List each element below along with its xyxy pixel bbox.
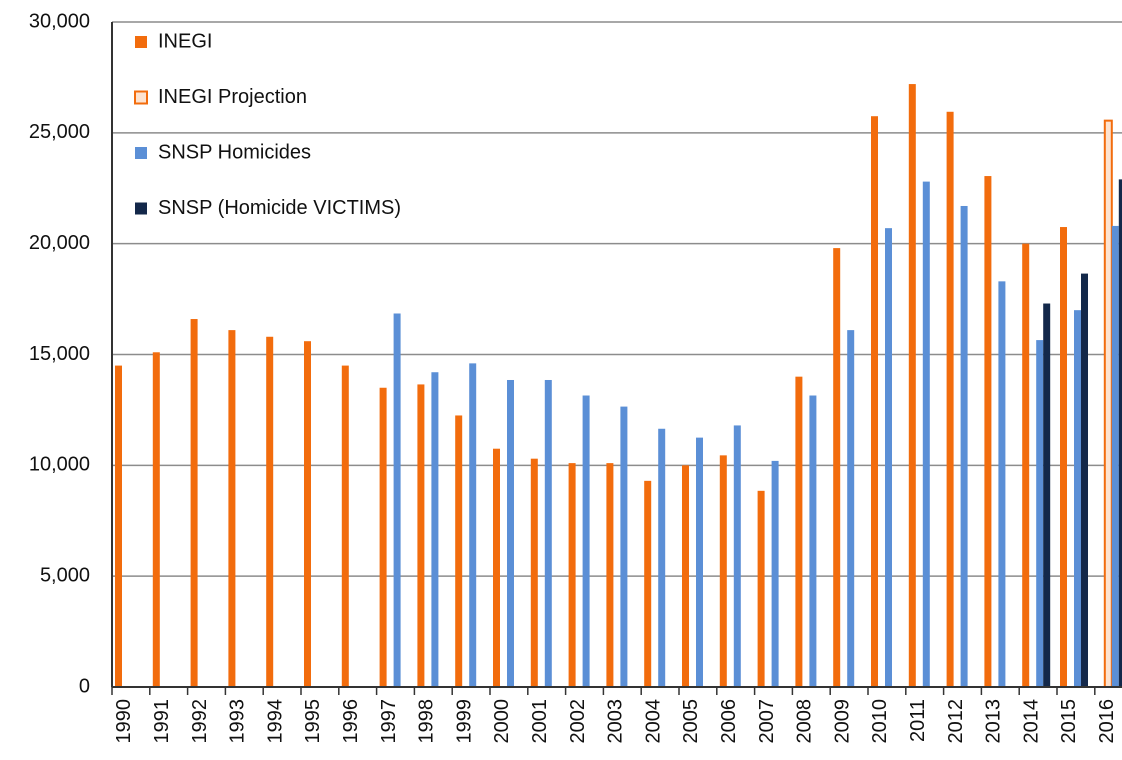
x-tick-label: 1993 xyxy=(227,699,249,744)
bar xyxy=(809,395,817,687)
bar xyxy=(379,387,387,687)
bar xyxy=(871,116,878,688)
legend-swatch xyxy=(134,90,148,105)
bar xyxy=(847,330,855,687)
legend-swatch xyxy=(135,36,147,48)
bar xyxy=(908,84,916,688)
bar xyxy=(493,448,500,687)
bar xyxy=(568,463,576,687)
x-tick-label: 1998 xyxy=(416,699,438,744)
bar xyxy=(1022,243,1030,687)
x-tick-label: 1991 xyxy=(151,699,173,744)
bar xyxy=(544,379,552,687)
y-tick-label: 20,000 xyxy=(29,232,90,254)
bar xyxy=(1111,225,1119,687)
x-tick-label: 1999 xyxy=(453,699,475,744)
bar xyxy=(507,379,514,687)
legend-label: INEGI xyxy=(158,30,212,52)
bar xyxy=(1043,303,1051,687)
legend: INEGI INEGI Projection SNSP Homicides SNSP … xyxy=(134,30,401,219)
x-tick-label: 2002 xyxy=(567,699,589,744)
bar xyxy=(960,205,968,687)
x-tick-label: 2012 xyxy=(945,699,967,744)
bar xyxy=(341,365,349,687)
legend-swatch xyxy=(135,147,147,159)
bar xyxy=(1074,310,1081,687)
x-tick-label: 2005 xyxy=(680,699,702,744)
bar xyxy=(833,248,841,687)
x-tick-label: 2007 xyxy=(756,699,778,744)
bar xyxy=(658,428,666,687)
bar xyxy=(1036,340,1044,687)
x-tick-label: 2003 xyxy=(605,699,627,744)
bar xyxy=(620,406,628,687)
x-tick-label: 1997 xyxy=(378,699,400,744)
y-tick-label: 15,000 xyxy=(29,343,90,365)
bar xyxy=(393,313,401,687)
bar xyxy=(530,458,538,687)
x-tick-label: 2014 xyxy=(1020,699,1042,744)
bar xyxy=(431,372,439,687)
y-tick-label: 30,000 xyxy=(29,10,90,32)
bar xyxy=(469,363,477,687)
x-tick-label: 2001 xyxy=(529,699,551,744)
bar xyxy=(582,395,590,687)
bar xyxy=(922,181,930,687)
bar xyxy=(771,460,779,687)
bar xyxy=(946,111,954,687)
legend-label: INEGI Projection xyxy=(158,86,307,108)
x-tick-label: 1995 xyxy=(302,699,324,744)
x-tick-label: 2000 xyxy=(491,699,513,744)
legend-label: SNSP Homicides xyxy=(158,141,311,163)
x-tick-label: 2009 xyxy=(831,699,853,744)
x-tick-label: 2006 xyxy=(718,699,740,744)
x-tick-label: 2015 xyxy=(1058,699,1080,744)
y-tick-label: 25,000 xyxy=(29,121,90,143)
y-tick-label: 0 xyxy=(79,675,90,697)
bar xyxy=(1118,179,1122,687)
y-tick-label: 10,000 xyxy=(29,454,90,476)
bar xyxy=(757,490,765,687)
bar xyxy=(696,437,703,687)
y-tick-label: 5,000 xyxy=(40,564,90,586)
bar xyxy=(719,455,727,687)
x-tick-label: 2016 xyxy=(1096,699,1118,744)
bar xyxy=(682,465,689,687)
bar xyxy=(455,415,463,687)
bar xyxy=(1060,227,1067,687)
bar xyxy=(417,384,425,687)
legend-swatch xyxy=(135,202,147,215)
bar xyxy=(606,463,614,687)
x-tick-label: 2011 xyxy=(907,699,929,742)
bar xyxy=(795,376,803,687)
bar xyxy=(228,330,236,687)
x-tick-label: 2008 xyxy=(794,699,816,744)
bar xyxy=(998,281,1006,687)
bar xyxy=(644,480,652,687)
bar xyxy=(984,176,992,687)
bar xyxy=(115,365,122,687)
bar xyxy=(733,425,741,687)
x-tick-label: 2013 xyxy=(983,699,1005,744)
x-tick-label: 2010 xyxy=(869,699,891,744)
x-tick-label: 1994 xyxy=(264,699,286,744)
bar xyxy=(1081,273,1088,687)
x-tick-label: 1992 xyxy=(189,699,211,744)
bar xyxy=(152,352,160,687)
bar xyxy=(266,336,274,687)
legend-label: SNSP (Homicide VICTIMS) xyxy=(158,197,401,219)
x-tick-label: 1996 xyxy=(340,699,362,744)
bar xyxy=(885,228,892,687)
bar xyxy=(190,319,198,687)
x-tick-label: 2004 xyxy=(642,699,664,744)
bar xyxy=(1103,119,1113,689)
bar xyxy=(304,341,311,687)
x-tick-label: 1990 xyxy=(113,699,135,744)
